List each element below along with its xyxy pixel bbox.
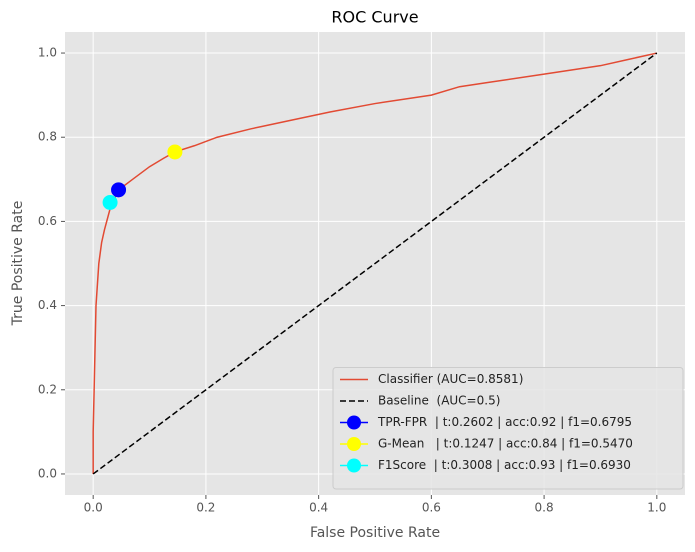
y-axis-label: True Positive Rate	[10, 201, 26, 327]
x-tick-label: 0.2	[196, 501, 215, 515]
chart-title: ROC Curve	[331, 8, 418, 27]
legend-marker	[347, 458, 361, 473]
marker	[111, 182, 127, 198]
marker	[102, 194, 118, 210]
y-tick-label: 0.6	[38, 214, 57, 228]
series-line	[92, 52, 657, 474]
legend-label: Classifier (AUC=0.8581)	[378, 372, 523, 386]
y-tick-label: 1.0	[38, 46, 57, 60]
x-tick-label: 0.8	[535, 501, 554, 515]
legend-marker	[347, 415, 361, 430]
y-tick-label: 0.8	[38, 130, 57, 144]
legend-label: Baseline (AUC=0.5)	[378, 394, 500, 408]
y-tick-label: 0.4	[38, 298, 57, 312]
x-tick-label: 0.4	[309, 501, 328, 515]
y-tick-label: 0.2	[38, 382, 57, 396]
marker	[167, 144, 183, 160]
legend-label: F1Score | t:0.3008 | acc:0.93 | f1=0.693…	[378, 458, 631, 472]
y-tick-label: 0.0	[38, 466, 57, 480]
legend-box	[332, 367, 684, 490]
series-line	[92, 52, 658, 475]
x-tick-label: 0.6	[422, 501, 441, 515]
legend-marker	[347, 437, 361, 451]
x-axis-label: False Positive Rate	[310, 525, 440, 541]
x-tick-label: 0.0	[84, 501, 103, 515]
legend-label: G-Mean | t:0.1247 | acc:0.84 | f1=0.5470	[378, 437, 633, 451]
legend-label: TPR-FPR | t:0.2602 | acc:0.92 | f1=0.679…	[377, 415, 632, 429]
x-tick-label: 1.0	[647, 501, 666, 515]
